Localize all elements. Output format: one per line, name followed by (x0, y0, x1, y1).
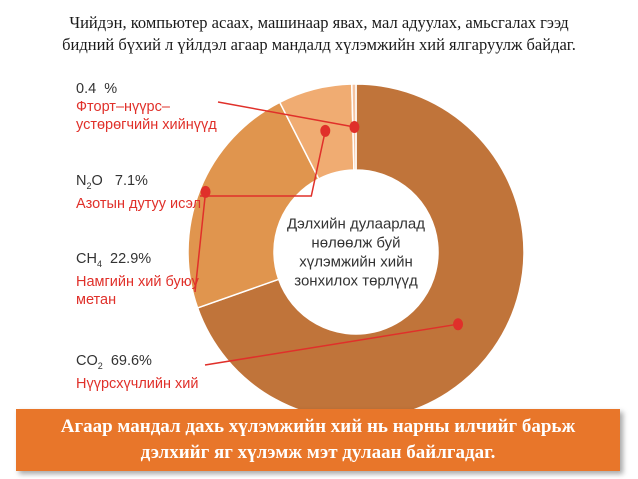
fluorocarbons-name-2: устөрөгчийн хийнүүд (76, 117, 217, 133)
leader-dot-ch4 (200, 185, 211, 198)
intro-text: Чийдэн, компьютер асаах, машинаар явах, … (10, 12, 628, 56)
fluorocarbons-name-1: Фторт–нүүрс– (76, 99, 170, 115)
banner: Агаар мандал дахь хүлэмжийн хий нь нарны… (16, 409, 620, 471)
slice-co2 (196, 83, 525, 421)
label-co2: CO2 69.6% Нүүрсхүчлийн хий (76, 352, 199, 393)
leader-line-ch4 (194, 191, 207, 293)
leader-dot-fluorocarbons (349, 121, 360, 134)
label-co2-value: CO2 69.6% (76, 353, 152, 371)
leader-dot-co2 (453, 318, 464, 331)
label-ch4: CH4 22.9% Намгийн хий буюу метан (76, 250, 199, 309)
banner-line-2: дэлхийг яг хүлэмж мэт дулаан байлгадаг. (140, 442, 496, 463)
co2-formula-sub: 2 (97, 360, 103, 371)
co2-percent: 69.6% (110, 353, 152, 369)
co2-name: Нүүрсхүчлийн хий (76, 375, 199, 392)
center-label-line-3: хүлэмжийн хийн (299, 254, 413, 271)
n2o-formula-main: N (76, 173, 87, 189)
n2o-formula-tail: O (91, 173, 103, 189)
co2-formula-main: CO (76, 353, 98, 369)
label-ch4-value: CH4 22.9% (76, 251, 152, 269)
center-label-line-4: зонхилох төрлүүд (294, 273, 418, 290)
n2o-percent: 7.1% (114, 173, 148, 189)
leader-line-co2 (204, 323, 459, 366)
ch4-name-1: Намгийн хий буюу (76, 273, 199, 290)
label-fluorocarbons-value: 0.4 % (76, 81, 117, 97)
leader-line-fluorocarbons (217, 101, 355, 128)
banner-line-1: Агаар мандал дахь хүлэмжийн хий нь нарны… (60, 416, 576, 437)
leader-line-n2o (200, 130, 327, 197)
fluorocarbons-percent: % (104, 81, 118, 97)
label-n2o: N2O 7.1% Азотын дутуу исэл (76, 172, 201, 213)
ch4-formula-main: CH (76, 251, 97, 267)
n2o-formula-sub: 2 (86, 180, 92, 191)
n2o-name: Азотын дутуу исэл (76, 195, 202, 212)
label-n2o-value: N2O 7.1% (76, 173, 148, 191)
center-label-line-2: нөлөөлж буй (311, 235, 400, 252)
intro-line-2: бидний бүхий л үйлдэл агаар мандалд хүлэ… (62, 35, 576, 54)
ch4-percent: 22.9% (110, 251, 152, 267)
ch4-name-2: метан (76, 291, 117, 308)
ch4-formula-sub: 4 (96, 258, 102, 269)
leader-dot-n2o (320, 124, 331, 137)
fluorocarbons-formula: 0.4 (76, 81, 97, 97)
center-label-line-1: Дэлхийн дулаарлад (287, 216, 425, 233)
label-fluorocarbons: 0.4 % Фторт–нүүрс– устөрөгчийн хийнүүд (76, 80, 217, 134)
intro-line-1: Чийдэн, компьютер асаах, машинаар явах, … (69, 13, 569, 32)
